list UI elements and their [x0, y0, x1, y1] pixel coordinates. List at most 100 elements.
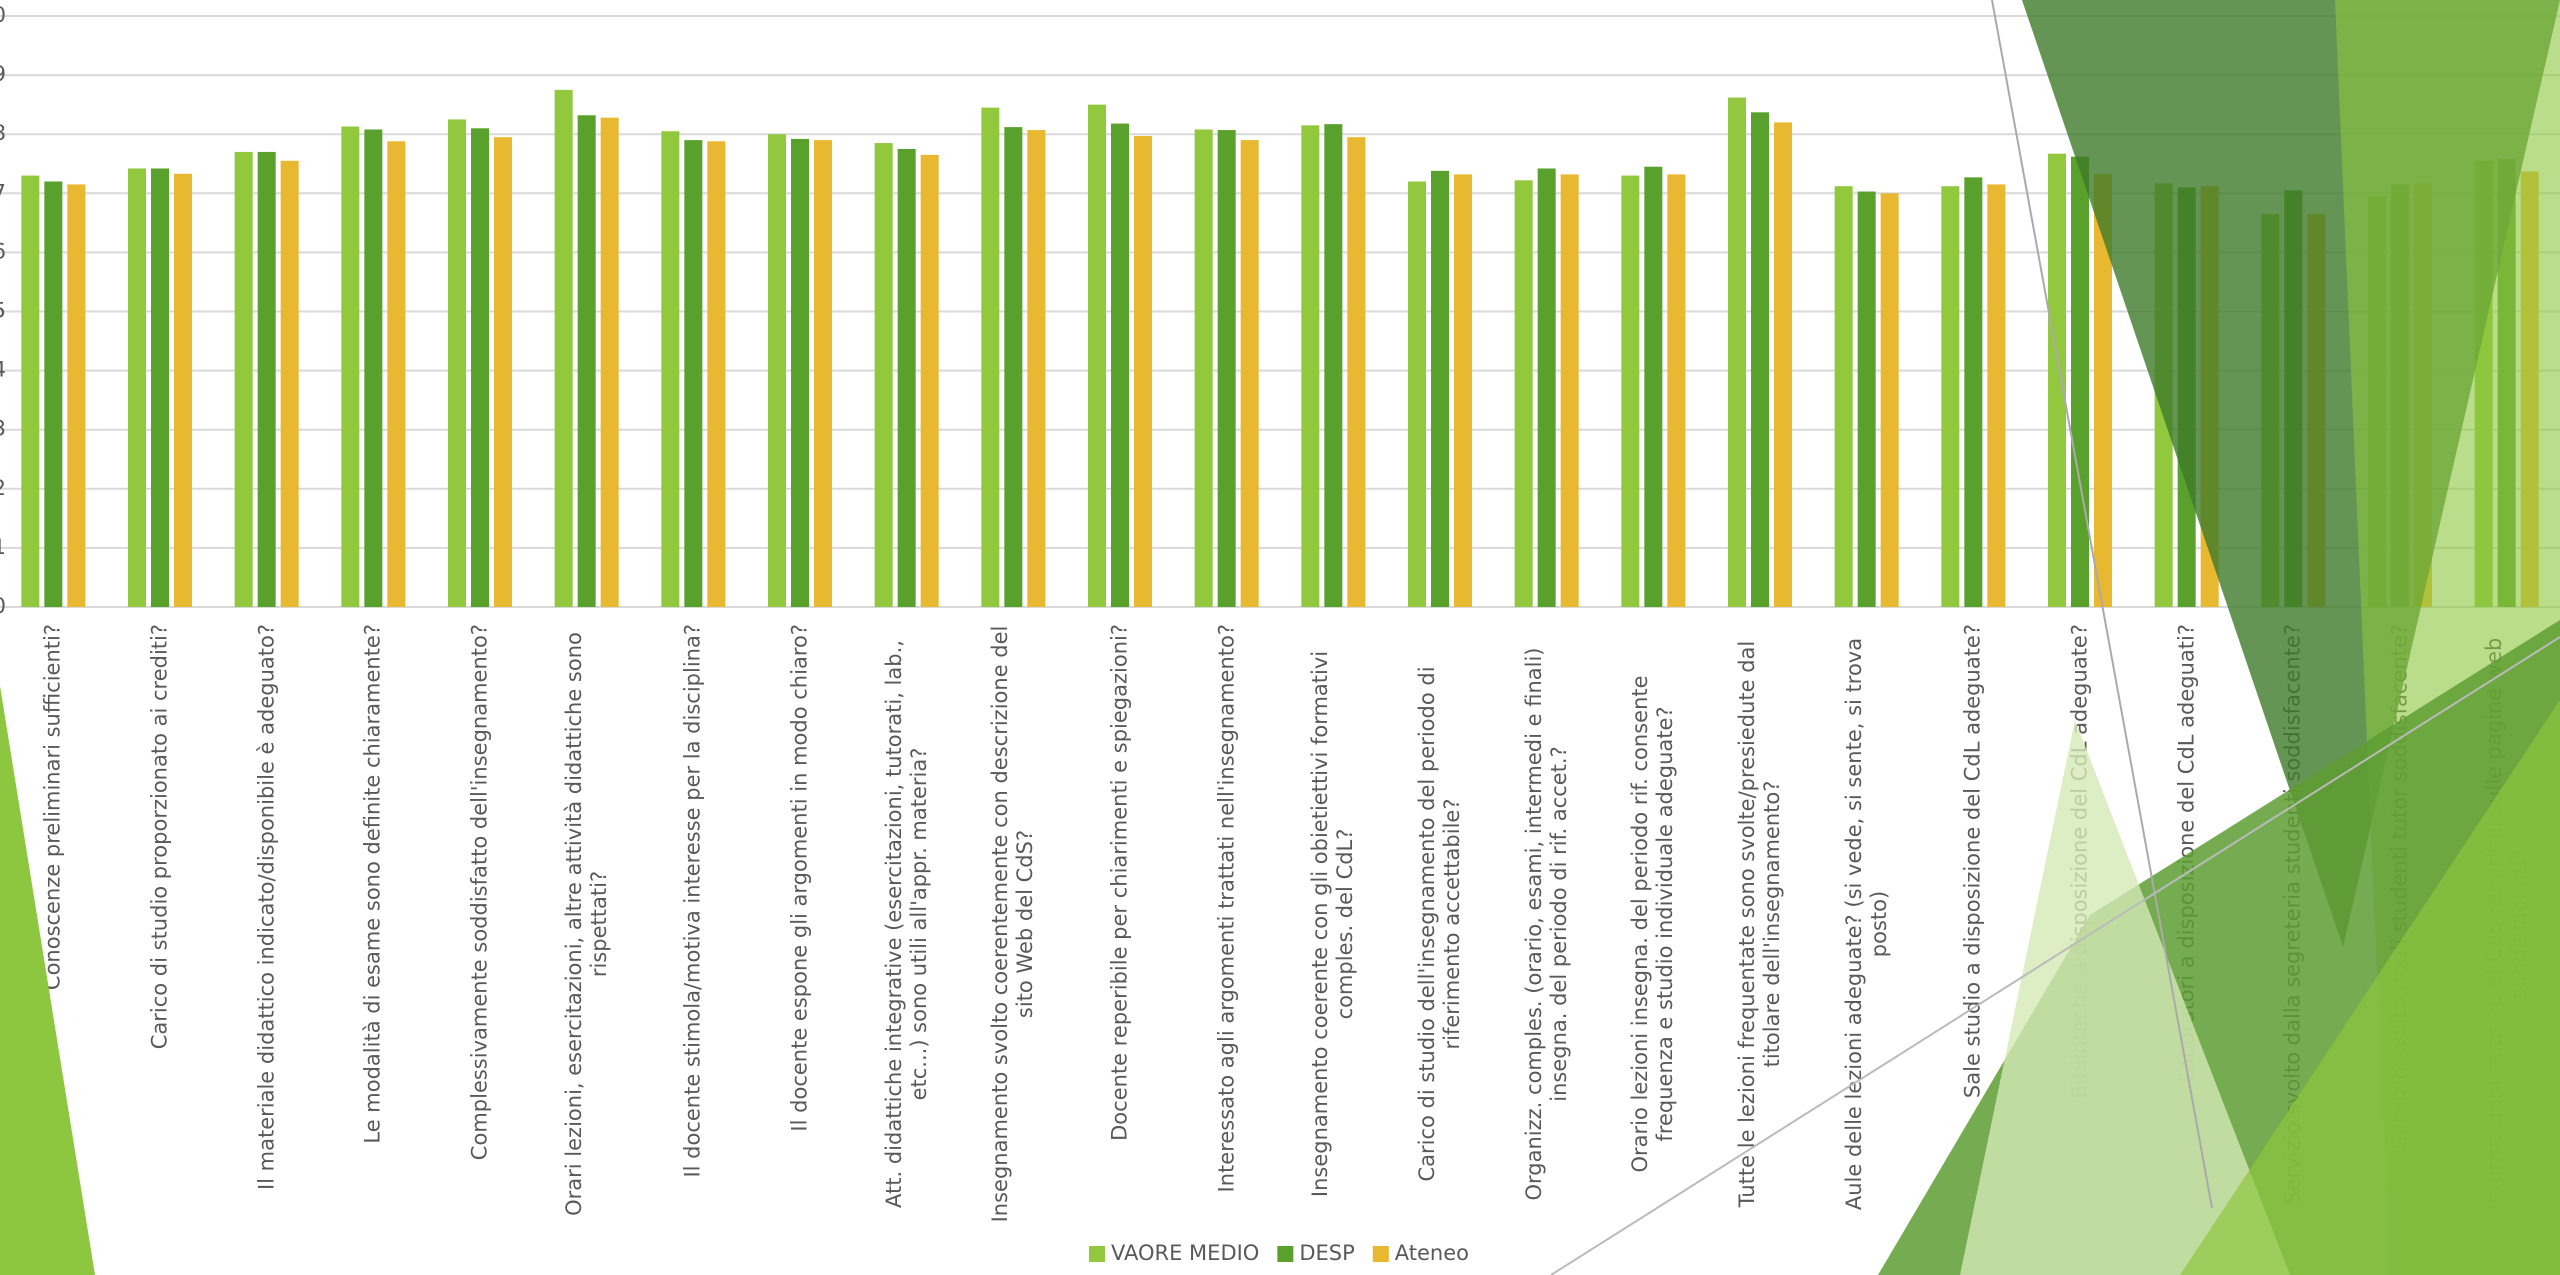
x-tick-label: Biblioteche a disposizione del CdL adegu… [2067, 624, 2092, 1099]
bar [1194, 129, 1213, 608]
x-tick-label: Servizio svolto dalla segreteria student… [2280, 624, 2305, 1205]
bar [2071, 156, 2089, 607]
bar [1880, 193, 1899, 608]
bar [1431, 170, 1449, 608]
x-tick-label: Sale studio a disposizione del CdL adegu… [1960, 624, 1985, 1099]
y-tick-label: 2 [0, 476, 6, 500]
bar [707, 141, 726, 608]
x-tick-label: Laboratori a disposizione del CdL adegua… [2174, 624, 2199, 1083]
x-tick-label: Att. didattiche integrative (esercitazio… [881, 640, 931, 1208]
bar [1347, 137, 1366, 607]
y-tick-label: 7 [0, 180, 6, 204]
bar [1301, 125, 1320, 608]
bar [2094, 173, 2112, 607]
bar [280, 160, 299, 608]
bar [791, 138, 809, 608]
bar [1667, 174, 1686, 607]
bar [234, 151, 253, 607]
bar [1644, 166, 1663, 607]
x-tick-label: Il docente stimola/motiva interesse per … [680, 624, 705, 1178]
legend-label: DESP [1299, 1241, 1354, 1265]
bar [577, 115, 596, 608]
legend-swatch [1372, 1246, 1389, 1262]
y-tick-label: 4 [0, 358, 6, 382]
y-tick-label: 0 [0, 594, 6, 618]
bar [554, 89, 573, 607]
bar [1728, 97, 1746, 608]
bar [1857, 191, 1876, 608]
x-tick-label: Complessivamente soddisfatto dell'insegn… [467, 624, 492, 1161]
bar [684, 140, 703, 608]
bar [2391, 184, 2409, 607]
bar [1560, 174, 1579, 607]
x-tick-label: Orario lezioni insegna. del periodo rif.… [1628, 675, 1678, 1173]
y-tick-label: 3 [0, 417, 6, 441]
y-tick-label: 6 [0, 239, 6, 263]
bar [768, 134, 786, 607]
bar [471, 128, 489, 608]
bar [1111, 123, 1129, 607]
bar [981, 107, 1000, 607]
bar [2284, 190, 2303, 607]
bar [600, 117, 619, 607]
bar [2474, 160, 2493, 608]
x-tick-label: Informazioni relative al CdS reperibili … [2481, 637, 2531, 1211]
bar [44, 181, 63, 608]
bar [874, 143, 893, 607]
y-tick-label: 5 [0, 299, 6, 323]
legend-label: Ateneo [1395, 1241, 1469, 1265]
bar [1751, 112, 1769, 607]
bar [151, 168, 169, 607]
legend-label: VAORE MEDIO [1111, 1241, 1259, 1265]
bar [897, 148, 916, 607]
bar [128, 168, 146, 607]
y-tick-label: 8 [0, 121, 6, 145]
x-tick-label: Insegnamento coerente con gli obietietti… [1308, 650, 1358, 1198]
y-tick-label: 9 [0, 62, 6, 86]
bar [814, 140, 832, 608]
bar [1324, 124, 1343, 607]
x-tick-label: Docente reperibile per chiarimenti e spi… [1107, 624, 1132, 1141]
y-tick-label: 1 [0, 535, 6, 559]
bar [1514, 180, 1533, 607]
bar [1774, 122, 1792, 607]
bar [2368, 196, 2386, 607]
x-tick-label: Le modalità di esame sono definite chiar… [360, 624, 385, 1144]
x-tick-label: Servizio svolto dagli studenti tutor sod… [2387, 624, 2412, 1150]
x-tick-label: Il docente espone gli argomenti in modo … [787, 624, 812, 1132]
bar [2048, 153, 2066, 607]
x-tick-label: Tutte le lezioni frequentate sono svolte… [1735, 640, 1784, 1208]
x-tick-label: Aule delle lezioni adeguate? (si vede, s… [1841, 637, 1891, 1211]
bar [920, 154, 939, 607]
x-tick-label: Il materiale didattico indicato/disponib… [254, 624, 279, 1191]
bar [1134, 135, 1152, 607]
bar [1537, 168, 1556, 607]
x-tick-label: Insegnamento svolto coerentemente con de… [988, 625, 1038, 1223]
bar [2307, 213, 2326, 608]
legend-swatch [1088, 1246, 1105, 1262]
x-tick-label: Orari lezioni, esercitazioni, altre atti… [561, 632, 611, 1216]
x-tick-label: Interessato agli argomenti trattati nell… [1214, 624, 1239, 1193]
bar [2200, 186, 2219, 607]
x-tick-label: Conoscenze preliminari sufficienti? [40, 624, 65, 991]
bar [364, 129, 383, 608]
bar [2261, 213, 2280, 608]
bar [1941, 186, 1960, 607]
legend-swatch [1277, 1246, 1294, 1262]
bar [1964, 177, 1983, 607]
bar [1027, 130, 1046, 608]
bar [494, 137, 512, 607]
x-tick-label: Carico di studio dell'insegnamento del p… [1415, 666, 1464, 1182]
bar [21, 175, 40, 607]
bar [341, 126, 360, 607]
bar [2497, 159, 2516, 607]
bar [661, 131, 680, 607]
x-tick-label: Carico di studio proporzionato ai credit… [147, 624, 172, 1050]
bar [2414, 183, 2432, 608]
bar [2154, 183, 2173, 608]
bar [67, 184, 86, 607]
bar [1834, 186, 1853, 607]
bar [257, 151, 276, 607]
bar [1454, 174, 1472, 607]
